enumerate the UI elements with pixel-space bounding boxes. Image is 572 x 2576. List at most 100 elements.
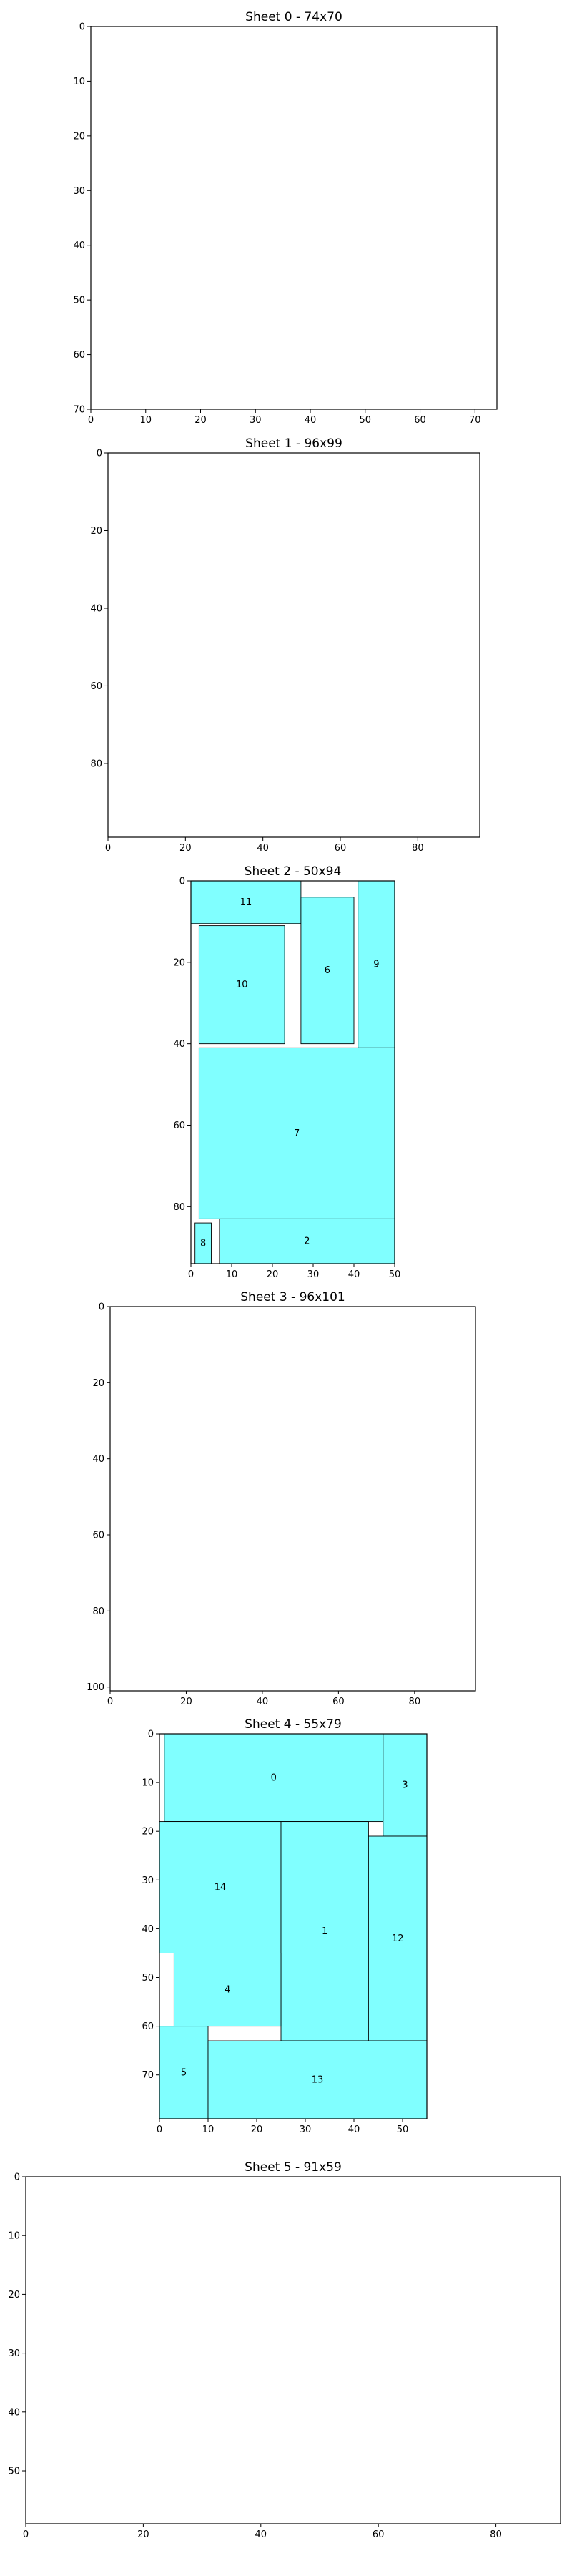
sheet-0-xtick-label: 50: [360, 415, 372, 426]
sheet-2-xtick-label: 0: [188, 1269, 194, 1280]
sheet-2-piece-label-10: 10: [236, 980, 248, 990]
sheet-4-piece-label-5: 5: [181, 2067, 187, 2078]
sheet-0-ytick-label: 40: [73, 240, 85, 251]
sheet-4-xtick-label: 0: [157, 2124, 162, 2135]
sheet-0-xtick-label: 20: [194, 415, 207, 426]
sheet-5-xtick-label: 40: [255, 2529, 267, 2540]
sheet-2-piece-label-9: 9: [373, 960, 379, 970]
sheet-4-piece-13: [207, 2040, 428, 2119]
sheet-5-ytick-label: 40: [8, 2407, 20, 2418]
sheet-1-panel: Sheet 1 - 96x99 0 20 40 60 80 0 20 40 60 80: [90, 436, 480, 854]
sheet-5-ytick-label: 0: [14, 2172, 20, 2183]
sheet-1-ytick-label: 0: [97, 449, 102, 459]
sheet-4-ytick-label: 70: [142, 2070, 154, 2081]
sheet-2-xtick-label: 50: [389, 1269, 401, 1280]
sheet-1-ytick-label: 20: [90, 526, 102, 537]
sheet-4-piece-3: [383, 1733, 428, 1837]
sheet-4-panel: Sheet 4 - 55x79 0 3 14 1 12 4 5 13 0 10 20 30 40 50 0 10…: [142, 1717, 428, 2135]
sheet-4-title: Sheet 4 - 55x79: [245, 1717, 342, 1732]
sheet-5-xtick-label: 0: [23, 2529, 29, 2540]
sheet-1-xtick-label: 80: [412, 843, 424, 854]
sheet-2-xtick-label: 20: [267, 1269, 279, 1280]
sheet-2-xtick-label: 40: [348, 1269, 360, 1280]
sheet-4-ytick-label: 50: [142, 1973, 154, 1984]
sheet-4-piece-label-14: 14: [214, 1883, 227, 1893]
sheet-2-ytick-label: 40: [173, 1039, 185, 1050]
sheet-2-title: Sheet 2 - 50x94: [245, 864, 342, 879]
sheet-4-piece-label-0: 0: [271, 1772, 277, 1783]
sheet-2-piece-label-8: 8: [200, 1239, 206, 1249]
sheet-4-ytick-label: 20: [142, 1827, 154, 1838]
sheet-0-ytick-label: 50: [73, 296, 85, 306]
sheet-5-ytick-label: 20: [8, 2290, 20, 2301]
sheet-4-xtick-label: 40: [348, 2124, 360, 2135]
sheet-4-piece-label-12: 12: [392, 1933, 404, 1944]
sheet-1-ytick-label: 60: [90, 681, 102, 692]
sheet-2-piece-10: [198, 925, 285, 1045]
sheet-2-piece-label-6: 6: [325, 965, 330, 976]
sheet-2-ytick-label: 80: [173, 1202, 185, 1213]
sheet-3-xtick-label: 0: [107, 1697, 113, 1707]
sheet-4-xtick-label: 30: [300, 2124, 312, 2135]
sheet-3-ytick-label: 0: [99, 1302, 104, 1313]
sheet-3-xtick-label: 60: [332, 1697, 345, 1707]
sheet-2-piece-11: [190, 880, 302, 924]
sheet-4-piece-label-4: 4: [225, 1985, 230, 1996]
sheet-2-piece-6: [300, 897, 355, 1045]
sheet-4-piece-5: [159, 2026, 209, 2119]
sheet-2-piece-label-7: 7: [294, 1128, 300, 1139]
sheet-4-xtick-label: 50: [397, 2124, 409, 2135]
sheet-3-ytick-label: 80: [92, 1606, 104, 1617]
sheet-2-piece-label-11: 11: [240, 897, 252, 908]
sheet-4-piece-12: [368, 1835, 428, 2041]
sheet-4-ytick-label: 30: [142, 1875, 154, 1886]
sheet-2-piece-label-2: 2: [304, 1236, 310, 1247]
sheet-1-xtick-label: 40: [257, 843, 269, 854]
sheet-1-ytick-label: 80: [90, 758, 102, 769]
sheet-0-xtick-label: 0: [88, 415, 94, 426]
sheet-0-ytick-label: 70: [73, 405, 85, 416]
sheet-5-frame: [25, 2176, 561, 2524]
sheet-4-piece-label-3: 3: [402, 1780, 408, 1791]
sheet-3-ytick-label: 40: [92, 1454, 104, 1465]
sheet-3-xtick-label: 80: [409, 1697, 421, 1707]
sheet-0-frame: [90, 26, 498, 410]
sheet-5-xtick-label: 80: [490, 2529, 502, 2540]
sheet-1-ytick-label: 40: [90, 603, 102, 614]
sheet-0-xtick-label: 70: [469, 415, 481, 426]
sheet-3-xtick-label: 20: [180, 1697, 192, 1707]
sheet-2-piece-2: [219, 1218, 395, 1264]
sheet-1-xtick-label: 20: [179, 843, 192, 854]
sheet-4-piece-label-13: 13: [312, 2075, 324, 2086]
sheet-1-frame: [107, 452, 480, 838]
sheet-3-xtick-label: 40: [257, 1697, 269, 1707]
sheet-4-frame: [159, 1733, 428, 2119]
sheet-5-panel: Sheet 5 - 91x59 0 20 40 60 80 0 10 20 30 40 50: [8, 2160, 561, 2540]
sheet-5-xtick-label: 60: [373, 2529, 385, 2540]
sheet-4-ytick-label: 40: [142, 1924, 154, 1935]
sheet-5-title: Sheet 5 - 91x59: [245, 2160, 342, 2175]
sheet-2-ytick-label: 20: [173, 957, 185, 968]
sheet-3-ytick-label: 60: [92, 1531, 104, 1541]
sheet-3-frame: [109, 1306, 476, 1692]
sheet-4-ytick-label: 0: [148, 1729, 154, 1740]
sheet-3-panel: Sheet 3 - 96x101 0 20 40 60 80 0 20 40 60 80 100: [87, 1290, 476, 1707]
sheet-2-piece-9: [358, 880, 395, 1048]
sheet-4-xtick-label: 20: [251, 2124, 263, 2135]
sheet-0-ytick-label: 10: [73, 77, 85, 87]
sheet-0-title: Sheet 0 - 74x70: [245, 10, 342, 24]
sheet-1-xtick-label: 0: [105, 843, 111, 854]
sheet-2-frame: [190, 880, 395, 1264]
sheet-4-piece-label-1: 1: [322, 1926, 327, 1937]
sheet-2-ytick-label: 60: [173, 1121, 185, 1131]
sheet-3-ytick-label: 100: [87, 1682, 104, 1693]
sheet-0-xtick-label: 30: [250, 415, 262, 426]
sheet-2-xtick-label: 30: [307, 1269, 320, 1280]
sheet-5-ytick-label: 30: [8, 2348, 20, 2359]
sheet-3-ytick-label: 20: [92, 1378, 104, 1389]
sheet-0-xtick-label: 40: [305, 415, 317, 426]
sheet-0-ytick-label: 30: [73, 186, 85, 197]
